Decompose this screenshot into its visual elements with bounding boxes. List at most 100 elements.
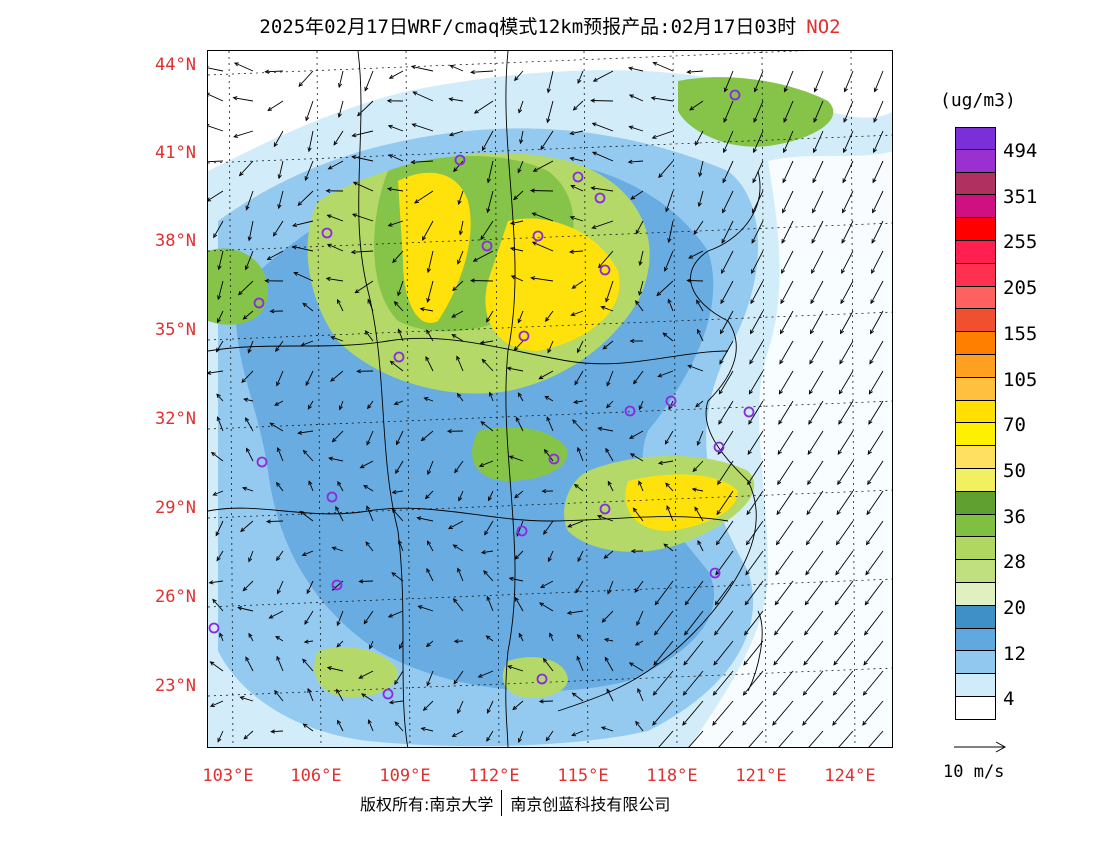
wind-arrowhead [654,600,660,606]
wind-vector [570,157,584,162]
wind-vector [360,460,374,469]
wind-vector [508,665,524,672]
wind-vector [233,97,254,102]
wind-arrowhead [714,600,720,606]
wind-vector [486,700,494,714]
wind-vector [843,100,854,123]
wind-arrowhead [684,600,690,606]
wind-arrowhead [538,699,544,704]
wind-vector [326,277,344,282]
coastline-borders [208,51,763,747]
wind-vector [721,250,734,274]
wind-arrowhead [664,266,669,272]
wind-vector [453,598,464,612]
wind-arrowhead [212,598,217,604]
wind-arrowhead [662,332,668,337]
wind-vector [450,65,464,72]
wind-vector [243,310,254,320]
colorbar-label: 351 [1003,185,1038,208]
wind-arrowhead [304,176,309,182]
wind-vector [423,700,434,711]
wind-vectors [208,61,884,747]
wind-vector [699,160,704,177]
wind-arrowhead [359,464,365,469]
wind-vector [572,692,584,702]
wind-arrowhead [634,588,639,593]
wind-arrowhead [872,178,877,184]
wind-arrowhead [397,291,402,297]
wind-vector [330,370,344,382]
wind-arrowhead [452,286,457,292]
longitude-label: 121°E [735,766,787,786]
wind-vector [809,370,824,395]
wind-arrowhead [544,317,550,322]
wind-vector [842,160,854,183]
wind-arrowhead [457,567,462,573]
colorbar-label: 20 [1003,597,1026,619]
wind-arrowhead [630,195,636,200]
wind-arrowhead [663,543,669,548]
wind-arrowhead [720,299,725,305]
wind-arrowhead [777,450,782,455]
wind-vector [572,419,584,432]
wind-vector [779,370,794,395]
wind-arrowhead [570,312,576,317]
wind-vector [507,367,524,372]
wind-vector [752,190,764,213]
wind-vector [418,605,434,612]
wind-vector [213,490,224,496]
wind-vector [744,580,764,605]
wind-arrowhead [300,342,306,347]
wind-vector [426,640,434,647]
wind-arrowhead [473,109,479,114]
wind-arrowhead [330,377,335,382]
wind-arrowhead [420,436,426,442]
longitude-gridline [228,51,234,747]
wind-arrowhead [630,548,636,554]
wind-vector [604,638,614,642]
wind-arrowhead [517,392,523,398]
wind-arrowhead [366,440,371,446]
wind-vector [717,460,734,485]
wind-vector [389,700,404,704]
latitude-label: 38°N [155,231,196,251]
wind-vector [209,580,224,584]
wind-arrowhead [782,208,786,214]
wind-arrowhead [843,148,847,154]
wind-vector [836,490,854,515]
wind-vector [278,160,284,179]
wind-vector [388,154,404,162]
wind-arrowhead [696,299,701,305]
wind-vector [332,430,344,443]
wind-vector [277,580,284,594]
wind-arrowhead [519,139,524,145]
colorbar-swatch [955,491,996,515]
wind-vector [843,130,854,153]
wind-arrowhead [776,510,781,516]
latitude-label: 41°N [155,143,196,163]
wind-vector [783,100,794,123]
wind-arrowhead [451,313,457,318]
wind-vector [484,520,494,535]
wind-arrowhead [803,660,808,666]
wind-vector [697,540,704,552]
colorbar-swatch [955,332,996,355]
wind-arrowhead [833,660,838,666]
wind-vector [275,340,284,352]
wind-arrowhead [637,687,642,693]
wind-arrowhead [668,405,673,411]
wind-vector [696,300,704,312]
wind-vector [518,633,524,642]
wind-arrowhead [364,330,370,335]
wind-arrowhead [363,484,369,490]
wind-vector [784,70,794,92]
wind-vector [723,130,734,153]
wind-arrowhead [454,468,459,474]
wind-arrowhead [356,369,362,374]
forecast-map[interactable] [207,50,893,748]
wind-arrowhead [750,329,755,335]
wind-vector [208,190,224,202]
wind-vector [339,400,344,410]
wind-arrowhead [326,243,332,248]
wind-arrowhead [723,87,728,93]
